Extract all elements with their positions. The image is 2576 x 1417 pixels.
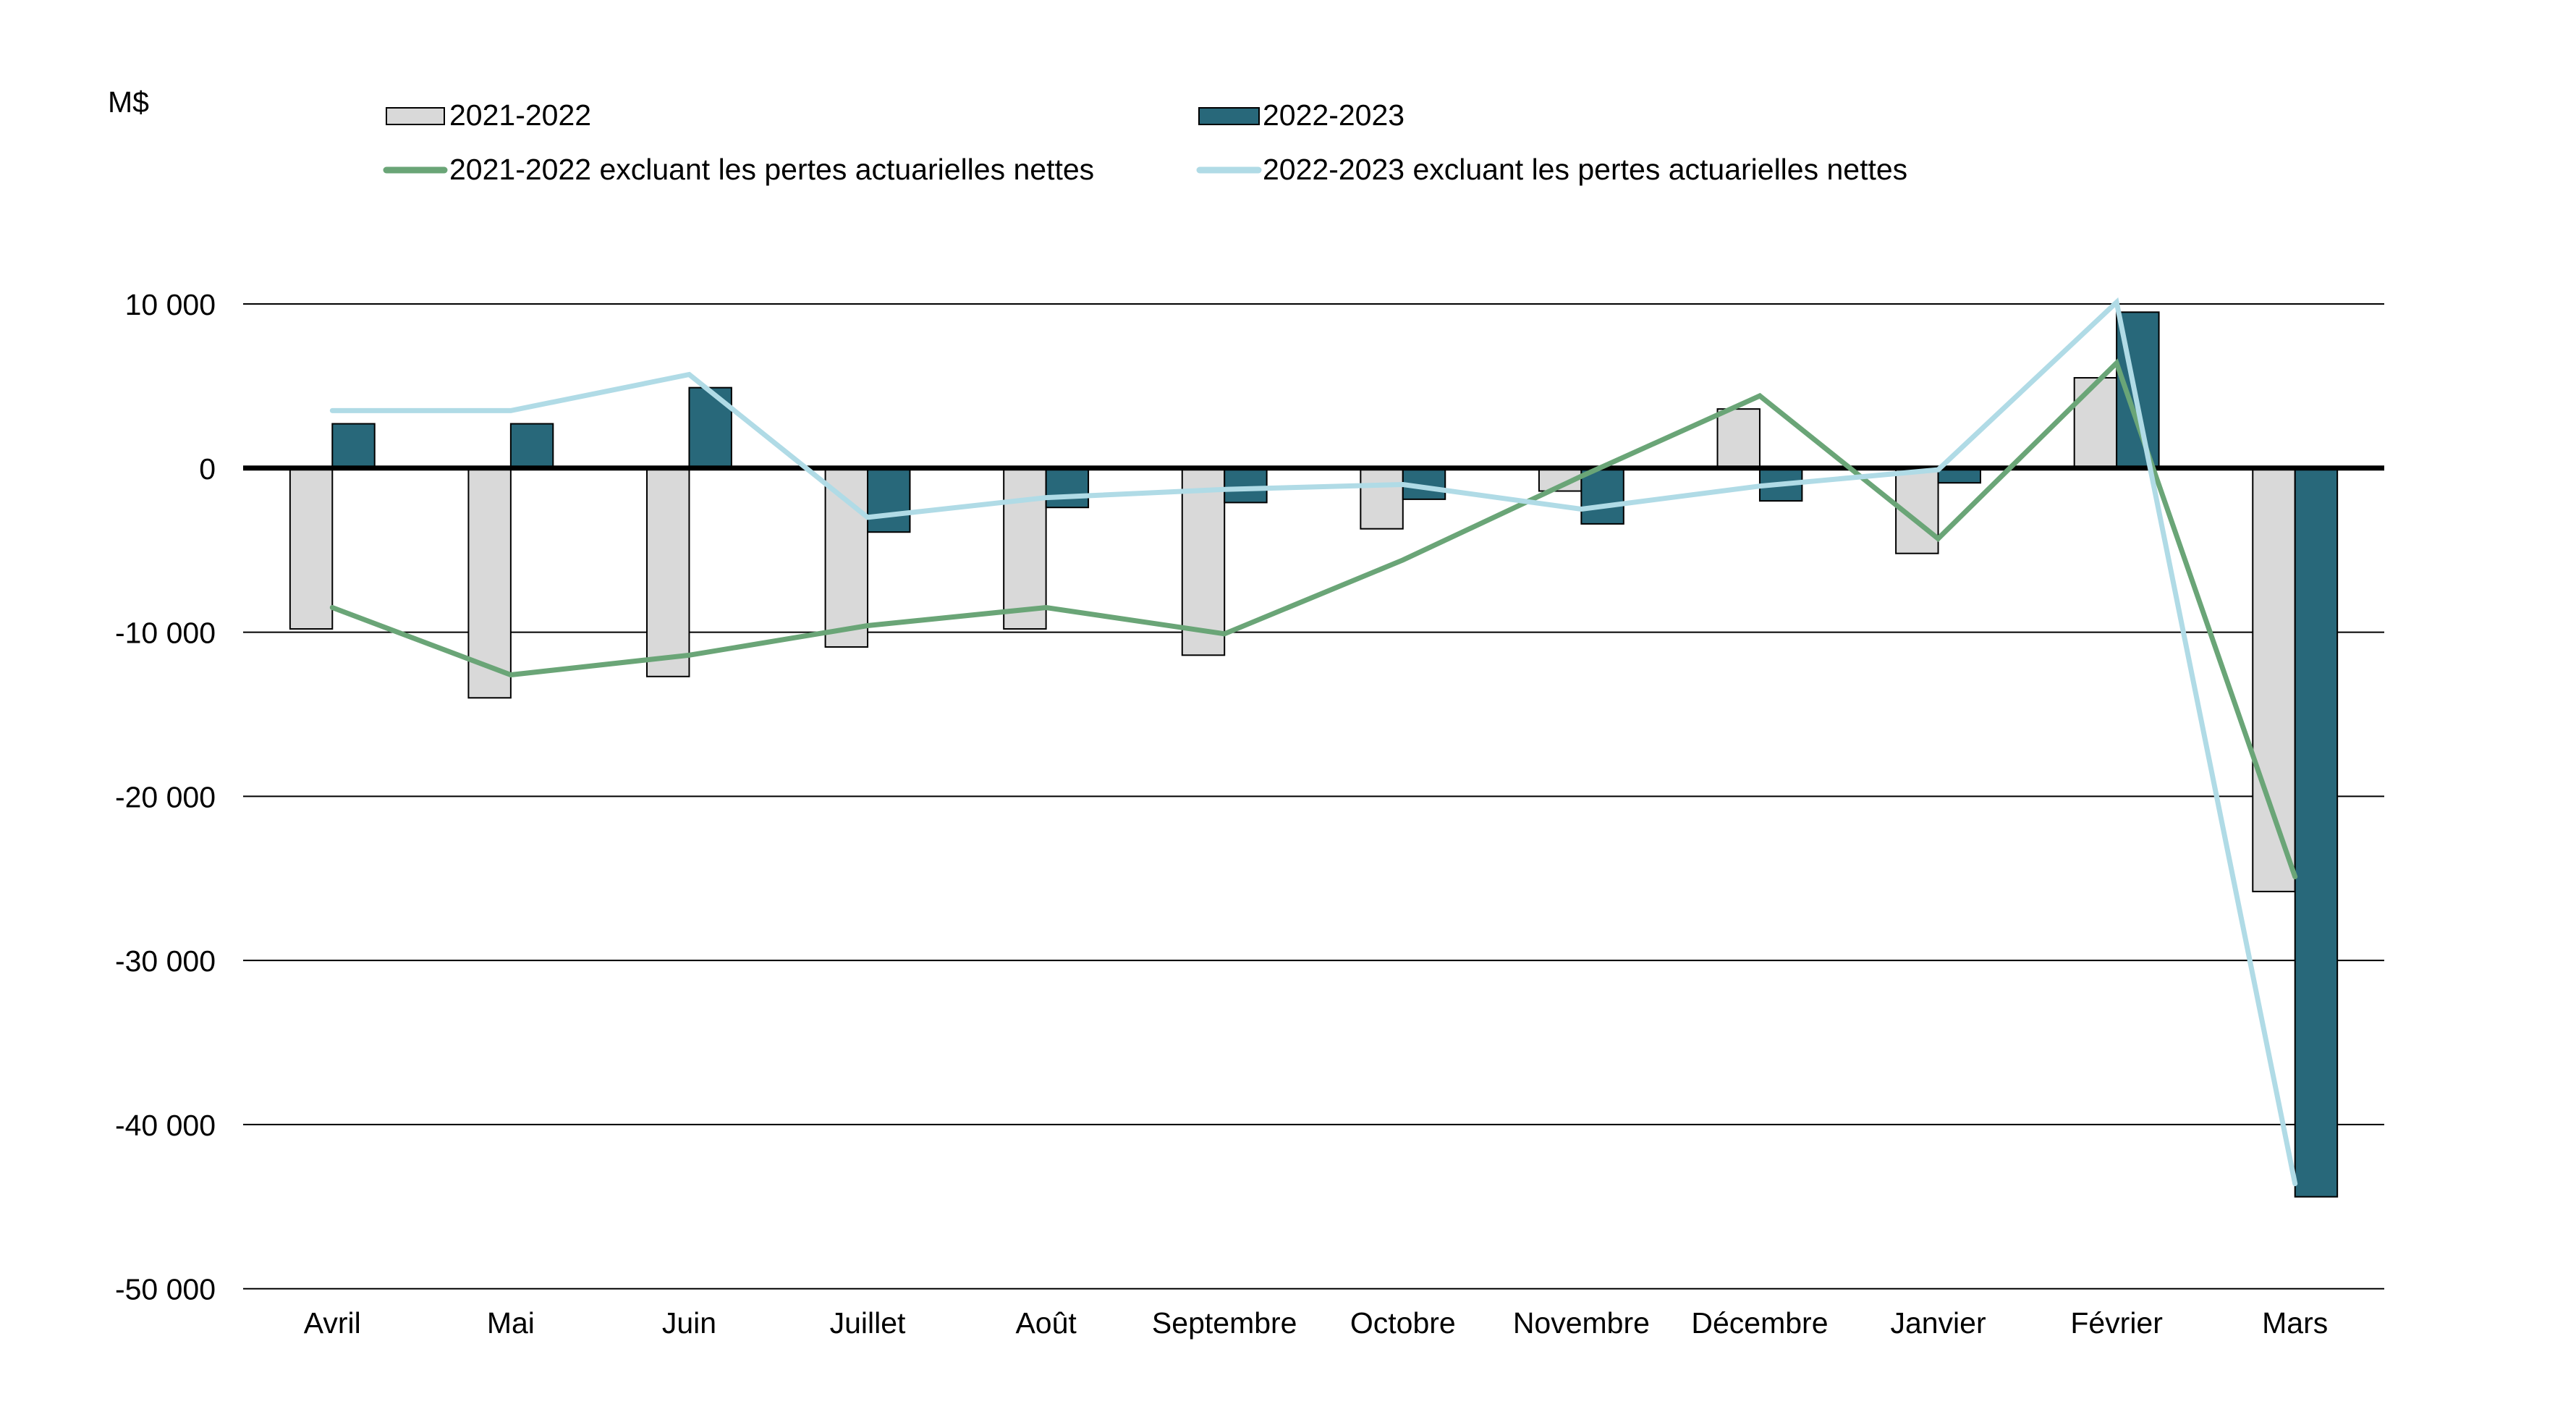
bar-2022-2023-novembre: [1580, 467, 1624, 525]
x-label-decembre: Décembre: [1691, 1306, 1828, 1340]
bar-2021-2022-octobre: [1360, 467, 1404, 530]
y-axis-tick-labels: 10 000 0 -10 000 -20 000 -30 000 -40 000 -50 0…: [115, 288, 216, 1306]
bar-2022-2023-mai: [509, 423, 554, 469]
x-label-fevrier: Février: [2070, 1306, 2163, 1340]
bar-2022-2023-avril: [331, 423, 376, 469]
legend-label-2022-2023-excl: 2022-2023 excluant les pertes actuariell…: [1263, 153, 1907, 186]
x-label-juin: Juin: [662, 1306, 716, 1340]
bar-2021-2022-mars: [2252, 467, 2296, 892]
bar-2021-2022-decembre: [1716, 408, 1761, 469]
bar-2021-2022-juin: [646, 467, 690, 677]
legend-swatch-2021-2022: [386, 107, 445, 125]
y-axis-unit-label: M$: [108, 85, 149, 119]
y-tick-label: -20 000: [115, 780, 216, 813]
x-label-mai: Mai: [487, 1306, 535, 1340]
x-label-janvier: Janvier: [1890, 1306, 1986, 1340]
y-tick-label: 0: [199, 452, 216, 486]
bar-2021-2022-fevrier: [2073, 377, 2118, 469]
line-2022-2023-excluant-les-pertes-actuarielles-nettes: [329, 297, 2298, 1187]
y-tick-label: 10 000: [125, 288, 216, 321]
legend: 2021-2022 2022-2023 2021-2022 excluant l…: [383, 98, 1907, 186]
y-tick-label: -50 000: [115, 1273, 216, 1306]
legend-item-2022-2023: 2022-2023: [1198, 98, 1404, 132]
bar-2021-2022-avril: [289, 467, 334, 630]
x-label-novembre: Novembre: [1513, 1306, 1650, 1340]
bar-2022-2023-septembre: [1224, 467, 1268, 504]
legend-label-2021-2022: 2021-2022: [449, 98, 591, 132]
series-lines: [329, 297, 2298, 1187]
bar-2022-2023-juillet: [867, 467, 911, 533]
y-tick-label: -10 000: [115, 617, 216, 650]
x-label-octobre: Octobre: [1350, 1306, 1456, 1340]
x-axis-labels: Avril Mai Juin Juillet Août Septembre Octobre N…: [304, 1306, 2328, 1340]
legend-item-2021-2022-excl: 2021-2022 excluant les pertes actuariell…: [383, 153, 1094, 186]
bar-2022-2023-aout: [1045, 467, 1090, 509]
legend-label-2022-2023: 2022-2023: [1263, 98, 1404, 132]
x-label-mars: Mars: [2262, 1306, 2328, 1340]
x-label-juillet: Juillet: [830, 1306, 906, 1340]
x-label-aout: Août: [1015, 1306, 1077, 1340]
legend-item-2021-2022: 2021-2022: [386, 98, 591, 132]
bar-2021-2022-aout: [1003, 467, 1047, 630]
x-label-avril: Avril: [304, 1306, 361, 1340]
bar-2022-2023-mars: [2294, 467, 2339, 1198]
legend-item-2022-2023-excl: 2022-2023 excluant les pertes actuariell…: [1196, 153, 1907, 186]
x-label-septembre: Septembre: [1152, 1306, 1297, 1340]
legend-label-2021-2022-excl: 2021-2022 excluant les pertes actuariell…: [449, 153, 1094, 186]
y-tick-label: -40 000: [115, 1109, 216, 1142]
line-2021-2022-excluant-les-pertes-actuarielles-nettes: [329, 358, 2298, 879]
bars: [289, 311, 2339, 1198]
gridlines: [243, 303, 2384, 1290]
legend-swatch-2022-2023: [1198, 107, 1260, 125]
y-tick-label: -30 000: [115, 944, 216, 978]
bar-2022-2023-juin: [688, 386, 732, 469]
bar-2021-2022-juillet: [824, 467, 869, 648]
